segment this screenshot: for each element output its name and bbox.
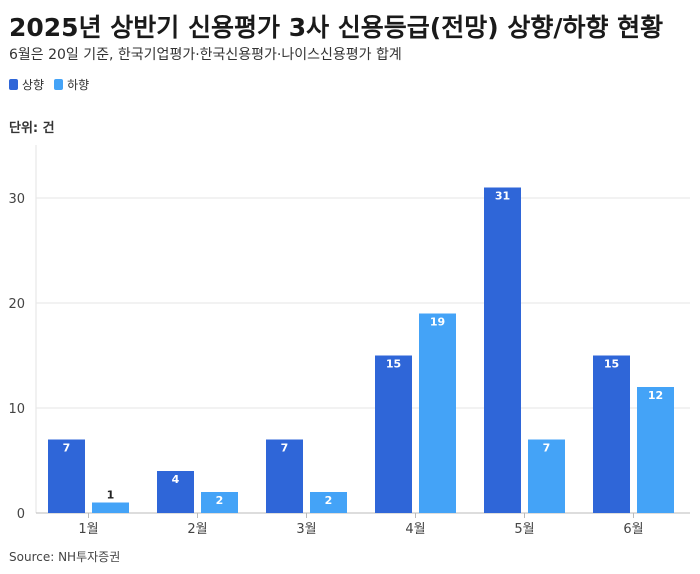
y-tick-label: 10 bbox=[8, 402, 25, 417]
bar-up bbox=[593, 355, 630, 513]
legend-label-down: 하향 bbox=[67, 78, 90, 92]
data-label: 7 bbox=[281, 442, 289, 455]
data-label: 12 bbox=[648, 389, 663, 402]
y-tick-label: 0 bbox=[17, 507, 25, 522]
data-label: 19 bbox=[430, 316, 445, 329]
x-tick-label: 2월 bbox=[187, 522, 207, 537]
x-tick-label: 5월 bbox=[514, 522, 534, 537]
bar-down bbox=[637, 387, 674, 513]
data-label: 2 bbox=[325, 494, 333, 507]
bar-up bbox=[48, 439, 85, 513]
data-label: 4 bbox=[172, 473, 180, 486]
legend-label-up: 상향 bbox=[22, 78, 45, 92]
bar-down bbox=[201, 492, 238, 513]
chart-subtitle: 6월은 20일 기준, 한국기업평가·한국신용평가·나이스신용평가 합계 bbox=[9, 47, 402, 63]
bar-down bbox=[310, 492, 347, 513]
x-tick-label: 3월 bbox=[296, 522, 316, 537]
bar-down bbox=[92, 502, 129, 513]
bar-down bbox=[419, 313, 456, 513]
legend-item-up: 상향 bbox=[9, 76, 44, 93]
chart-title: 2025년 상반기 신용평가 3사 신용등급(전망) 상향/하향 현황 bbox=[9, 13, 664, 42]
bar-up bbox=[484, 187, 521, 513]
bar-up bbox=[157, 471, 194, 513]
data-label: 15 bbox=[604, 358, 619, 371]
y-tick-label: 30 bbox=[8, 192, 25, 207]
bar-up bbox=[375, 355, 412, 513]
x-tick-label: 6월 bbox=[623, 522, 643, 537]
x-tick-label: 4월 bbox=[405, 522, 425, 537]
x-tick-label: 1월 bbox=[78, 522, 98, 537]
source-note: Source: NH투자증권 bbox=[9, 550, 121, 564]
data-label: 15 bbox=[386, 358, 401, 371]
bar-up bbox=[266, 439, 303, 513]
data-label: 2 bbox=[216, 494, 224, 507]
legend: 상향 하향 bbox=[9, 76, 89, 93]
legend-swatch-up bbox=[9, 79, 18, 90]
data-label: 7 bbox=[63, 442, 71, 455]
data-label: 1 bbox=[107, 489, 115, 502]
legend-item-down: 하향 bbox=[54, 76, 89, 93]
unit-label: 단위: 건 bbox=[9, 121, 55, 136]
y-tick-label: 20 bbox=[8, 297, 25, 312]
data-label: 7 bbox=[543, 442, 551, 455]
data-label: 31 bbox=[495, 190, 510, 203]
bar-down bbox=[528, 439, 565, 513]
legend-swatch-down bbox=[54, 79, 64, 90]
